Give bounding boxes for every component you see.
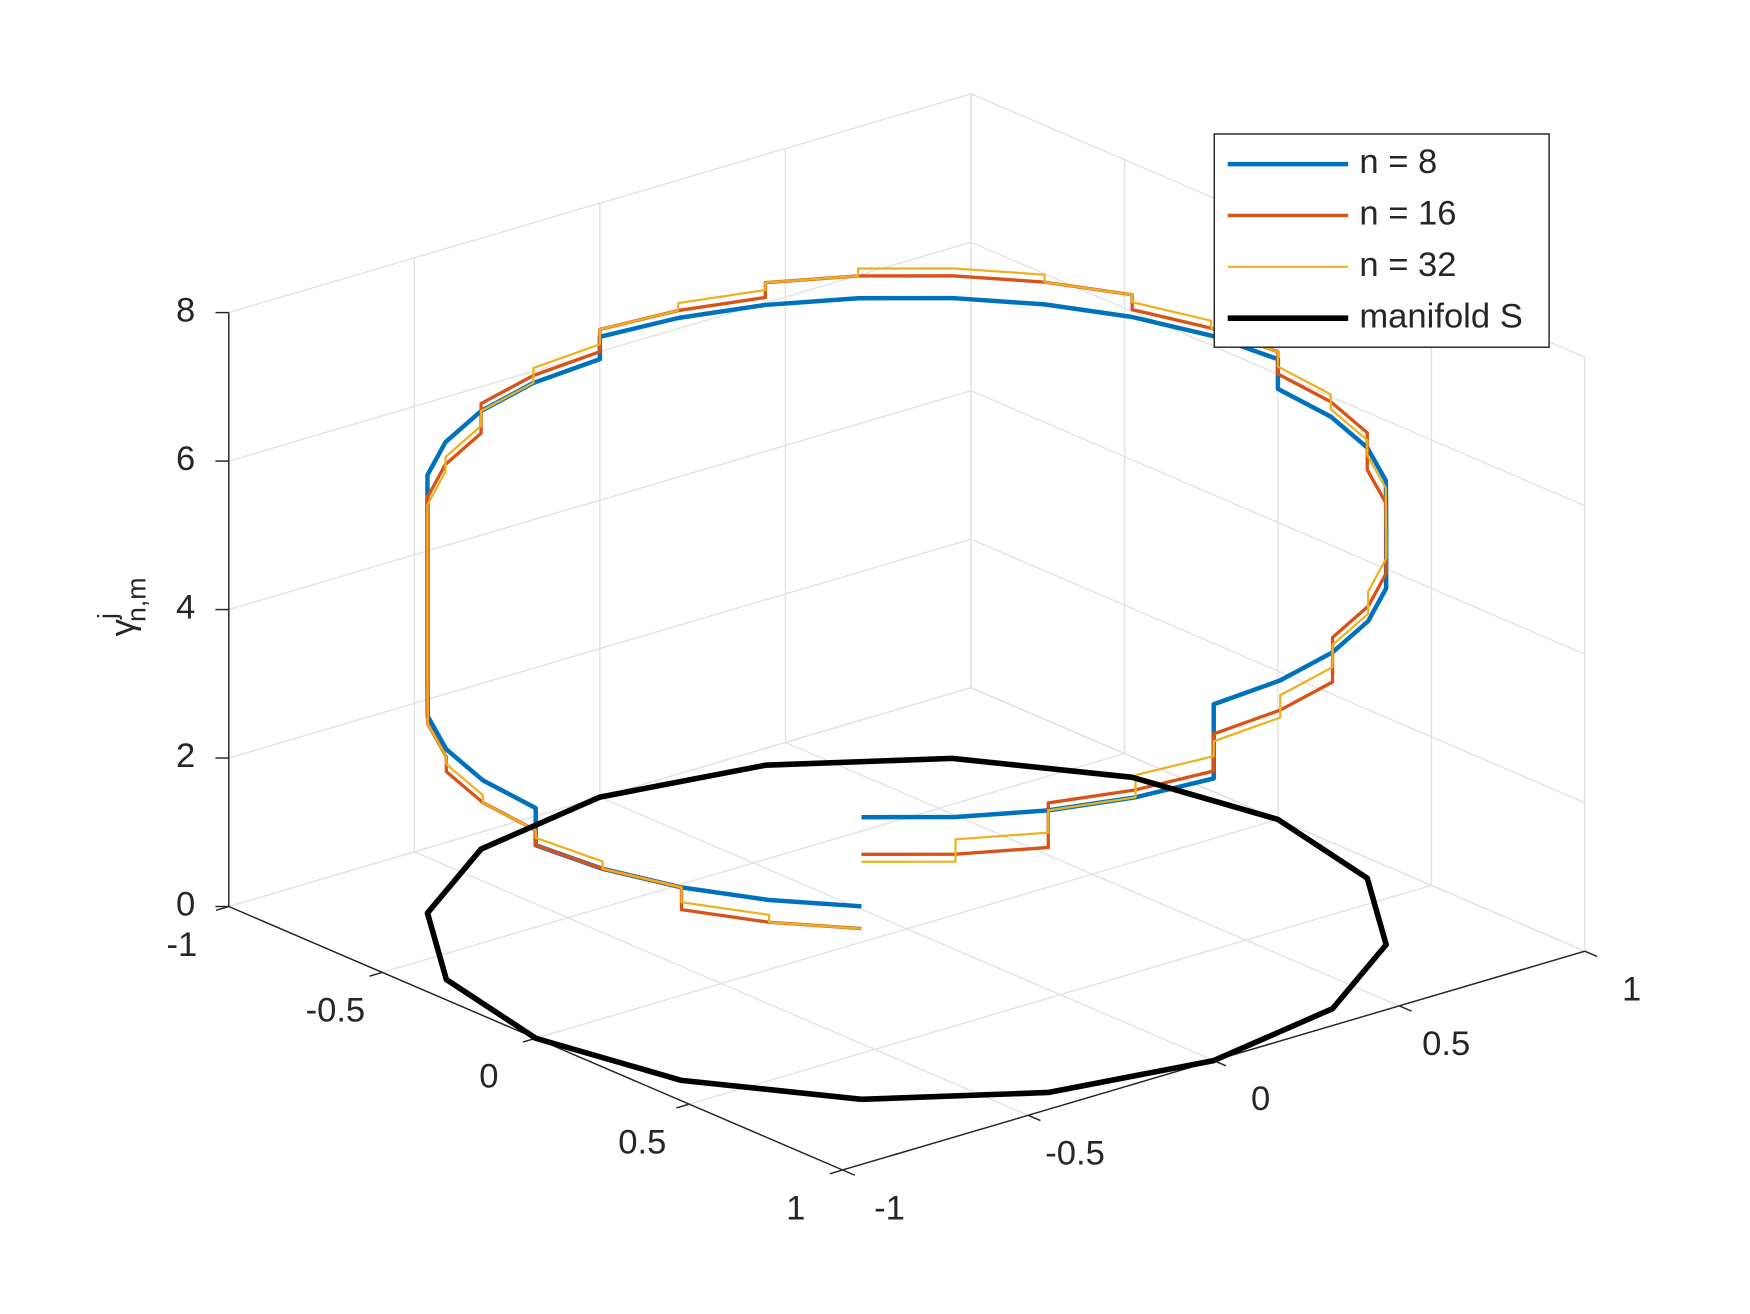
grid-line	[228, 93, 972, 314]
x-tick-label: -1	[167, 926, 198, 964]
legend-label: manifold S	[1359, 297, 1522, 335]
x-tick-label: 1	[786, 1189, 805, 1227]
z-tick-label: 2	[176, 737, 195, 775]
x-tick-label: -0.5	[306, 992, 366, 1030]
plot-area	[424, 267, 1389, 1103]
z-label-sup: j	[92, 613, 122, 620]
grid-line	[970, 538, 1586, 804]
series-line	[425, 295, 1389, 909]
tick-mark	[369, 971, 383, 977]
grid-line	[599, 796, 1215, 1062]
legend-label: n = 32	[1359, 246, 1456, 284]
series-line	[424, 755, 1389, 1103]
series-line	[426, 267, 1388, 930]
y-tick-label: 0.5	[1422, 1025, 1470, 1063]
tick-mark	[676, 1103, 690, 1109]
grid-line	[228, 390, 972, 611]
legend-box	[1213, 133, 1550, 348]
tick-mark	[1584, 950, 1598, 958]
series-line	[425, 274, 1388, 931]
axes: -1 -0.5 0 0.5 1 -1 -0.5 0 0.5 1 0 2 4 6 8	[167, 292, 1642, 1228]
tick-mark	[1398, 1005, 1412, 1012]
tick-mark	[842, 1169, 856, 1176]
z-label-base: γ	[104, 618, 142, 636]
legend: n = 8 n = 16 n = 32 manifold S	[1213, 133, 1550, 348]
x-tick-label: 0	[479, 1058, 498, 1096]
y-tick-label: 1	[1622, 970, 1641, 1008]
z-label-sub: n,m	[121, 577, 151, 622]
legend-label: n = 16	[1359, 195, 1456, 233]
z-axis-label: γjn,m	[92, 577, 151, 636]
z-tick-label: 4	[176, 589, 195, 627]
z-tick-label: 8	[176, 292, 195, 330]
tick-mark	[1027, 1114, 1041, 1122]
y-tick-label: -1	[874, 1189, 905, 1227]
grid-line	[785, 741, 1400, 1007]
grid-line	[414, 851, 1029, 1116]
y-tick-label: -0.5	[1045, 1135, 1105, 1173]
legend-label: n = 8	[1359, 143, 1437, 181]
z-tick-label: 6	[176, 440, 195, 478]
y-tick-label: 0	[1251, 1080, 1270, 1118]
tick-mark	[829, 1169, 843, 1175]
z-tick-label: 0	[176, 886, 195, 924]
x-tick-label: 0.5	[618, 1123, 666, 1161]
grid-line	[228, 538, 972, 759]
grid-line	[970, 390, 1586, 655]
